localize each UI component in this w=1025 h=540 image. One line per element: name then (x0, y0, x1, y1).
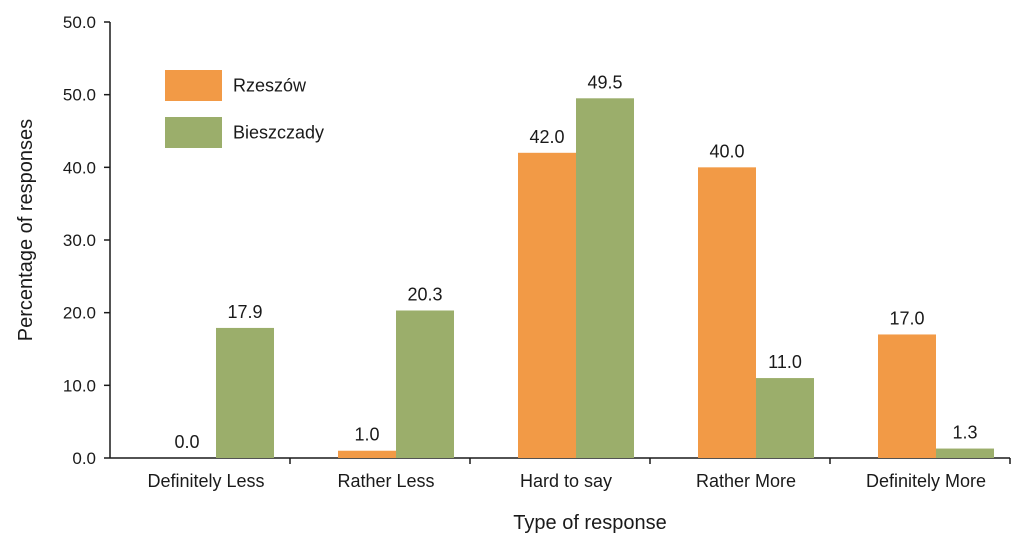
y-tick-label: 0.0 (72, 449, 96, 468)
y-tick-label: 50.0 (63, 13, 96, 32)
y-axis: 0.0 10.0 20.0 30.0 40.0 50.0 50.0 (63, 13, 111, 468)
y-axis-title: Percentage of responses (15, 119, 37, 341)
bar-value-label: 1.3 (952, 423, 977, 443)
bar-value-label: 17.0 (889, 308, 924, 328)
bar (878, 334, 936, 458)
bar (396, 310, 454, 458)
legend-swatch (165, 117, 222, 148)
bar-value-label: 17.9 (227, 302, 262, 322)
y-tick-label: 40.0 (63, 158, 96, 177)
x-category-label: Hard to say (520, 471, 612, 491)
bar-value-label: 11.0 (768, 352, 802, 372)
x-category-label: Definitely More (866, 471, 986, 491)
y-tick-label: 20.0 (63, 304, 96, 323)
bars (216, 98, 994, 459)
bar-value-label: 42.0 (529, 127, 564, 147)
bar (518, 152, 576, 459)
bar (936, 448, 994, 458)
legend-swatch (165, 70, 222, 101)
bar (756, 378, 814, 458)
y-tick-label: 50.0 (63, 86, 96, 105)
bar (216, 327, 274, 458)
x-category-label: Definitely Less (147, 471, 264, 491)
bar (576, 98, 634, 459)
legend-label: Rzeszów (233, 76, 307, 96)
x-category-label: Rather Less (337, 471, 434, 491)
data-labels: 0.0 17.9 1.0 20.3 42.0 49.5 40.0 11.0 17.0 1.3 (174, 72, 977, 452)
y-tick-label: 10.0 (63, 376, 96, 395)
bar (698, 167, 756, 459)
bar-value-label: 0.0 (174, 432, 199, 452)
y-tick-label: 30.0 (63, 231, 96, 250)
bar-value-label: 49.5 (587, 72, 622, 92)
x-axis: Definitely Less Rather Less Hard to say Rat… (110, 457, 1011, 491)
bar (338, 450, 396, 458)
bar-value-label: 20.3 (407, 284, 442, 304)
x-axis-title: Type of response (513, 512, 666, 534)
bar-value-label: 40.0 (709, 141, 744, 161)
bar-value-label: 1.0 (354, 425, 379, 445)
legend: Rzeszów Bieszczady (165, 70, 324, 148)
legend-label: Bieszczady (233, 123, 324, 143)
x-category-label: Rather More (696, 471, 796, 491)
